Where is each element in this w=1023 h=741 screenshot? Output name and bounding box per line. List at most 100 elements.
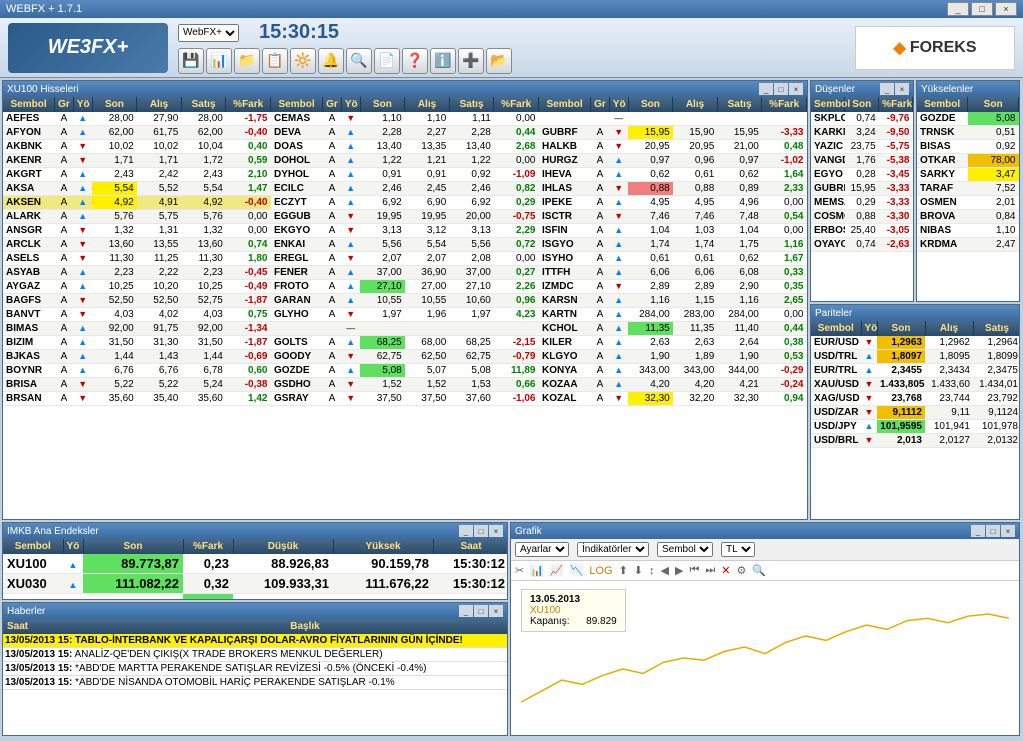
stock-row[interactable]: BISAS0,92 <box>917 140 1019 154</box>
stock-row[interactable]: GUBRF15,95-3,33 <box>811 182 913 196</box>
index-row[interactable]: XBN10▼191.999,050,67189.176,03193.155,15… <box>3 594 507 600</box>
stock-row[interactable]: BAGFSA▼52,5052,5052,75-1,87 <box>3 294 271 308</box>
stock-row[interactable]: BIZIMA▲31,5031,3031,50-1,87 <box>3 336 271 350</box>
stock-row[interactable]: HALKBA▼20,9520,9521,000,48 <box>539 140 807 154</box>
toolbar-button[interactable]: 📂 <box>486 48 512 74</box>
toolbar-button[interactable]: 📊 <box>206 48 232 74</box>
chart-tool-icon[interactable]: ⬆ <box>619 564 628 577</box>
chart-tool-icon[interactable]: ✕ <box>721 564 730 577</box>
panel-close-button[interactable]: × <box>895 83 909 95</box>
stock-row[interactable]: NIBAS1,10 <box>917 224 1019 238</box>
panel-min-button[interactable]: _ <box>971 525 985 537</box>
news-row[interactable]: 13/05/2013 15: *ABD'DE MARTTA PERAKENDE … <box>3 662 507 676</box>
stock-row[interactable]: AKGRTA▲2,432,422,432,10 <box>3 168 271 182</box>
stock-row[interactable]: BRSANA▼35,6035,4035,601,42 <box>3 392 271 406</box>
stock-row[interactable]: GLYHOA▼1,971,961,974,23 <box>271 308 539 322</box>
stock-row[interactable]: AEFESA▲28,0027,9028,00-1,75 <box>3 112 271 126</box>
stock-row[interactable]: AKENRA▼1,711,711,720,59 <box>3 154 271 168</box>
stock-row[interactable]: ECZYTA▲6,926,906,920,29 <box>271 196 539 210</box>
stock-row[interactable]: COSMO0,88-3,30 <box>811 210 913 224</box>
stock-row[interactable]: IHLASA▼0,880,880,892,33 <box>539 182 807 196</box>
parite-row[interactable]: USD/TRL▲1,80971,80951,8099 <box>811 350 1019 364</box>
stock-row[interactable]: FROTOA▲27,1027,0027,102,26 <box>271 280 539 294</box>
stock-row[interactable]: GARANA▲10,5510,5510,600,96 <box>271 294 539 308</box>
chart-tool-icon[interactable]: 📉 <box>570 564 584 577</box>
stock-row[interactable]: KOZAAA▲4,204,204,21-0,24 <box>539 378 807 392</box>
stock-row[interactable]: KONYAA▲343,00343,00344,00-0,29 <box>539 364 807 378</box>
stock-row[interactable]: — <box>539 112 807 126</box>
chart-period-select[interactable]: TL <box>721 542 755 557</box>
parite-row[interactable]: USD/BRL▼2,0132,01272,0132 <box>811 434 1019 448</box>
toolbar-button[interactable]: 🔔 <box>318 48 344 74</box>
stock-row[interactable]: TRNSK0,51 <box>917 126 1019 140</box>
stock-row[interactable]: BOYNRA▲6,766,766,780,60 <box>3 364 271 378</box>
stock-row[interactable]: GOZDE5,08 <box>917 112 1019 126</box>
stock-row[interactable]: ARCLKA▼13,6013,5513,600,74 <box>3 238 271 252</box>
news-row[interactable]: 13/05/2013 15: TABLO-İNTERBANK VE KAPALI… <box>3 634 507 648</box>
stock-row[interactable]: BANVTA▼4,034,024,030,75 <box>3 308 271 322</box>
toolbar-button[interactable]: 💾 <box>178 48 204 74</box>
stock-row[interactable]: GOLTSA▲68,2568,0068,25-2,15 <box>271 336 539 350</box>
chart-tool-icon[interactable]: 🔍 <box>752 564 766 577</box>
stock-row[interactable]: TARAF7,52 <box>917 182 1019 196</box>
minimize-button[interactable]: _ <box>947 2 969 16</box>
stock-row[interactable]: ISCTRA▼7,467,467,480,54 <box>539 210 807 224</box>
stock-row[interactable]: BRISAA▼5,225,225,24-0,38 <box>3 378 271 392</box>
panel-close-button[interactable]: × <box>489 525 503 537</box>
stock-row[interactable]: YAZIC23,75-5,75 <box>811 140 913 154</box>
stock-row[interactable]: IPEKEA▲4,954,954,960,00 <box>539 196 807 210</box>
stock-row[interactable]: KRDMA2,47 <box>917 238 1019 252</box>
news-row[interactable]: 13/05/2013 15: ANALİZ-QE'DEN ÇIKIŞ(X TRA… <box>3 648 507 662</box>
toolbar-button[interactable]: 🔍 <box>346 48 372 74</box>
stock-row[interactable]: EREGLA▼2,072,072,080,00 <box>271 252 539 266</box>
stock-row[interactable]: ASELSA▼11,3011,2511,301,80 <box>3 252 271 266</box>
chart-tool-icon[interactable]: ▶ <box>675 564 683 577</box>
panel-min-button[interactable]: _ <box>459 605 473 617</box>
panel-min-button[interactable]: _ <box>759 83 773 95</box>
chart-log-icon[interactable]: LOG <box>589 565 612 577</box>
news-row[interactable]: 13/05/2013 15: *ABD'DE NİSANDA OTOMOBİL … <box>3 676 507 690</box>
index-row[interactable]: XU030▲111.082,220,32109.933,31111.676,22… <box>3 574 507 594</box>
stock-row[interactable]: GOODYA▼62,7562,5062,75-0,79 <box>271 350 539 364</box>
panel-min-button[interactable]: _ <box>880 83 894 95</box>
stock-row[interactable]: EGYO0,28-3,45 <box>811 168 913 182</box>
stock-row[interactable]: KOZALA▼32,3032,2032,300,94 <box>539 392 807 406</box>
toolbar-button[interactable]: ℹ️ <box>430 48 456 74</box>
stock-row[interactable]: DEVAA▲2,282,272,280,44 <box>271 126 539 140</box>
toolbar-button[interactable]: 📄 <box>374 48 400 74</box>
maximize-button[interactable]: □ <box>971 2 993 16</box>
panel-close-button[interactable]: × <box>489 605 503 617</box>
stock-row[interactable]: ALARKA▲5,765,755,760,00 <box>3 210 271 224</box>
stock-row[interactable]: EGGUBA▼19,9519,9520,00-0,75 <box>271 210 539 224</box>
chart-tool-icon[interactable]: 📊 <box>530 564 544 577</box>
stock-row[interactable]: IZMDCA▼2,892,892,900,35 <box>539 280 807 294</box>
stock-row[interactable]: ERBOS25,40-3,05 <box>811 224 913 238</box>
stock-row[interactable]: FENERA▲37,0036,9037,000,27 <box>271 266 539 280</box>
stock-row[interactable]: GUBRFA▼15,9515,9015,95-3,33 <box>539 126 807 140</box>
stock-row[interactable]: ECILCA▲2,462,452,460,82 <box>271 182 539 196</box>
parite-row[interactable]: EUR/USD▼1,29631,29621,2964 <box>811 336 1019 350</box>
stock-row[interactable]: GOZDEA▲5,085,075,0811,89 <box>271 364 539 378</box>
parite-row[interactable]: XAG/USD▼23,76823,74423,792 <box>811 392 1019 406</box>
panel-max-button[interactable]: □ <box>986 525 1000 537</box>
panel-close-button[interactable]: × <box>789 83 803 95</box>
stock-row[interactable]: BIMASA▲92,0091,7592,00-1,34 <box>3 322 271 336</box>
toolbar-button[interactable]: 🔆 <box>290 48 316 74</box>
stock-row[interactable]: VANGD1,76-5,38 <box>811 154 913 168</box>
stock-row[interactable]: AFYONA▲62,0061,7562,00-0,40 <box>3 126 271 140</box>
stock-row[interactable]: KILERA▲2,632,632,640,38 <box>539 336 807 350</box>
chart-tool-icon[interactable]: 📈 <box>550 564 564 577</box>
stock-row[interactable]: SKPLC0,74-9,76 <box>811 112 913 126</box>
stock-row[interactable]: GSDHOA▼1,521,521,530,66 <box>271 378 539 392</box>
stock-row[interactable]: ASYABA▲2,232,222,23-0,45 <box>3 266 271 280</box>
toolbar-button[interactable]: 📁 <box>234 48 260 74</box>
stock-row[interactable]: SARKY3,47 <box>917 168 1019 182</box>
close-button[interactable]: × <box>995 2 1017 16</box>
stock-row[interactable]: ISYHOA▲0,610,610,621,67 <box>539 252 807 266</box>
chart-tool-icon[interactable]: ↕ <box>649 565 655 577</box>
stock-row[interactable]: MEMSA0,29-3,33 <box>811 196 913 210</box>
panel-max-button[interactable]: □ <box>774 83 788 95</box>
panel-close-button[interactable]: × <box>1001 525 1015 537</box>
toolbar-button[interactable]: ➕ <box>458 48 484 74</box>
stock-row[interactable]: DYHOLA▲0,910,910,92-1,09 <box>271 168 539 182</box>
